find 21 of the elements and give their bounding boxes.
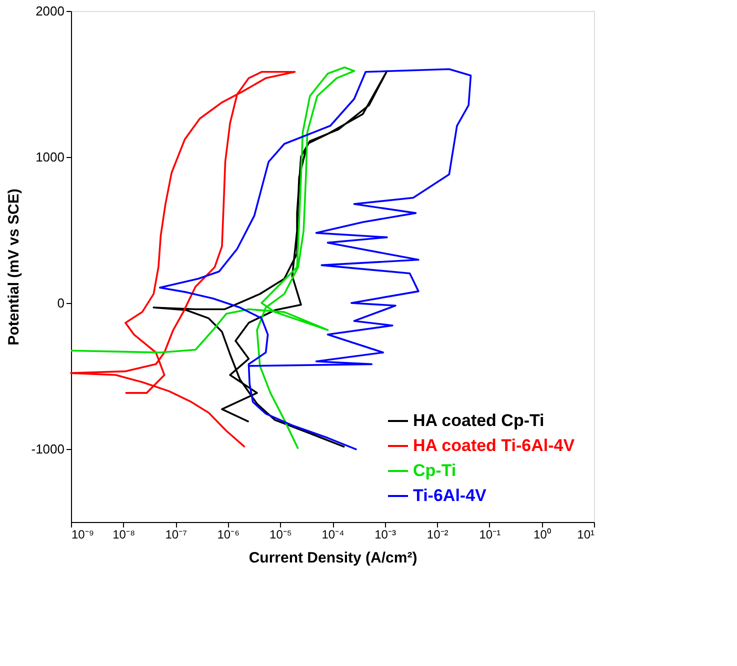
x-tick-label: 10⁻³ [374, 528, 396, 542]
x-tick-label: 10⁻⁹ [72, 528, 94, 542]
y-axis-title: Potential (mV vs SCE) [5, 188, 22, 346]
x-tick-label: 10⁻⁴ [322, 528, 344, 542]
legend-label: Cp-Ti [413, 461, 456, 480]
legend-label: Ti-6Al-4V [413, 486, 488, 505]
x-tick-label: 10⁻⁶ [217, 528, 240, 542]
x-tick-label: 10¹ [577, 528, 595, 542]
y-tick-label: 1000 [36, 150, 64, 164]
legend-label: HA coated Cp-Ti [413, 411, 544, 430]
x-tick-label: 10⁻⁸ [112, 528, 136, 542]
y-tick-label: -1000 [31, 442, 64, 456]
x-tick-label: 10⁻⁷ [165, 528, 187, 542]
x-axis-title: Current Density (A/cm²) [248, 550, 418, 566]
x-tick-label: 10⁻¹ [479, 528, 501, 542]
y-tick-label: 0 [57, 296, 64, 310]
legend-label: HA coated Ti-6Al-4V [413, 436, 576, 455]
x-tick-label: 10⁻² [426, 528, 448, 542]
x-tick-label: 10⁰ [534, 528, 551, 542]
x-tick-label: 10⁻⁵ [270, 528, 292, 542]
y-tick-label: 2000 [36, 4, 64, 18]
